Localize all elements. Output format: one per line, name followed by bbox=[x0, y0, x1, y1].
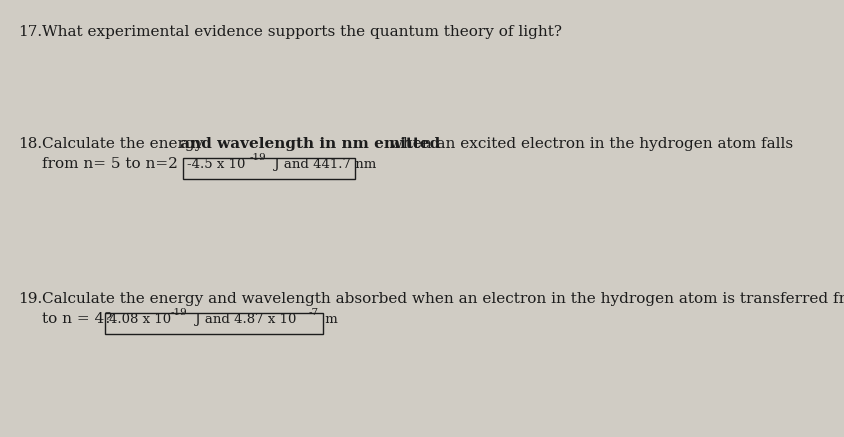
Text: Calculate the energy: Calculate the energy bbox=[42, 137, 203, 151]
Text: from n= 5 to n=2: from n= 5 to n=2 bbox=[42, 157, 178, 171]
Text: -19: -19 bbox=[171, 308, 187, 317]
Text: m: m bbox=[321, 313, 338, 326]
Text: and wavelength in nm emitted: and wavelength in nm emitted bbox=[175, 137, 441, 151]
Text: -19: -19 bbox=[250, 153, 267, 162]
Text: -7: -7 bbox=[309, 308, 319, 317]
Text: when an excited electron in the hydrogen atom falls: when an excited electron in the hydrogen… bbox=[385, 137, 793, 151]
Text: 4.08 x 10: 4.08 x 10 bbox=[109, 313, 171, 326]
Text: Calculate the energy and wavelength absorbed when an electron in the hydrogen at: Calculate the energy and wavelength abso… bbox=[42, 292, 844, 306]
Text: to n = 4?: to n = 4? bbox=[42, 312, 112, 326]
Text: 17.: 17. bbox=[18, 25, 42, 39]
Text: What experimental evidence supports the quantum theory of light?: What experimental evidence supports the … bbox=[42, 25, 562, 39]
Text: 19.: 19. bbox=[18, 292, 42, 306]
Text: 18.: 18. bbox=[18, 137, 42, 151]
Text: -4.5 x 10: -4.5 x 10 bbox=[187, 158, 246, 171]
Text: J and 441.7 nm: J and 441.7 nm bbox=[270, 158, 376, 171]
Text: J and 4.87 x 10: J and 4.87 x 10 bbox=[191, 313, 296, 326]
